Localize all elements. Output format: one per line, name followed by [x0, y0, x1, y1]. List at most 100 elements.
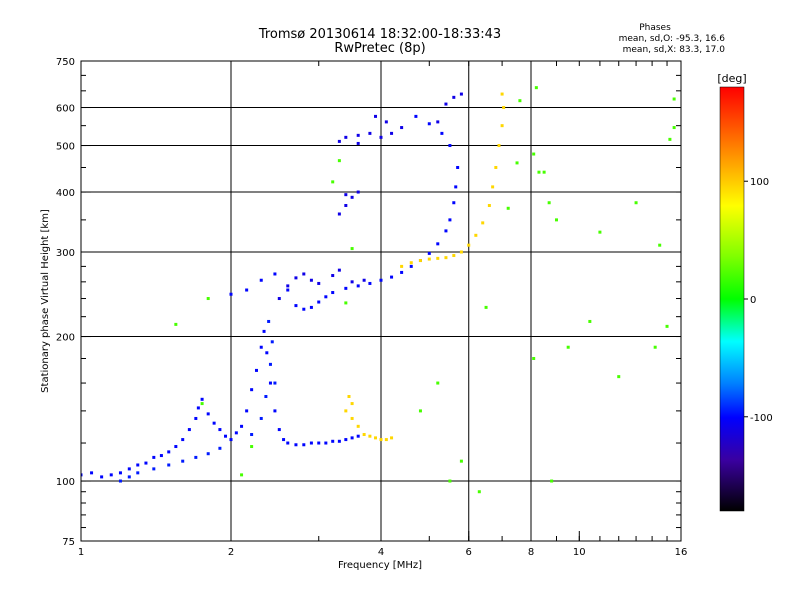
- echo-point: [440, 131, 444, 135]
- echo-point: [554, 218, 558, 222]
- echo-point: [409, 261, 413, 265]
- echo-point: [187, 428, 191, 432]
- echo-point: [259, 416, 263, 420]
- echo-point: [459, 250, 463, 254]
- chart-title-line1: Tromsø 20130614 18:32:00-18:33:43: [258, 27, 501, 42]
- echo-point: [265, 351, 269, 355]
- colorbar-label: [deg]: [717, 72, 746, 85]
- echo-point: [273, 272, 277, 276]
- echo-point: [174, 445, 178, 449]
- echo-point: [337, 159, 341, 163]
- echo-point: [444, 102, 448, 106]
- echo-point: [484, 305, 488, 309]
- echo-point: [356, 284, 360, 288]
- echo-point: [532, 356, 536, 360]
- echo-point: [506, 206, 510, 210]
- echo-point: [268, 381, 272, 385]
- echo-point: [337, 268, 341, 272]
- echo-point: [229, 438, 233, 442]
- echo-point: [448, 479, 452, 483]
- echo-point: [127, 475, 131, 479]
- echo-point: [302, 443, 306, 447]
- echo-point: [356, 424, 360, 428]
- echo-point: [362, 433, 366, 437]
- echo-point: [518, 99, 522, 103]
- echo-point: [331, 439, 335, 443]
- echo-point: [356, 190, 360, 194]
- echo-point: [286, 284, 290, 288]
- echo-point: [436, 120, 440, 124]
- echo-point: [181, 459, 185, 463]
- chart-title-line2: RwPretec (8p): [334, 41, 425, 56]
- echo-point: [481, 221, 485, 225]
- y-tick-label: 400: [56, 188, 75, 199]
- y-tick-label: 300: [56, 248, 75, 259]
- echo-point: [174, 322, 178, 326]
- echo-point: [245, 409, 249, 413]
- echo-point: [390, 436, 394, 440]
- echo-point: [218, 428, 222, 432]
- echo-point: [368, 434, 372, 438]
- echo-point: [100, 475, 104, 479]
- echo-point: [282, 438, 286, 442]
- echo-point: [200, 397, 204, 401]
- echo-point: [344, 438, 348, 442]
- echo-point: [324, 441, 328, 445]
- echo-point: [268, 362, 272, 366]
- echo-point: [118, 471, 122, 475]
- colorbar-tick-label: 0: [750, 295, 756, 306]
- echo-point: [588, 319, 592, 323]
- echo-point: [658, 243, 662, 247]
- echo-point: [390, 131, 394, 135]
- echo-point: [331, 274, 335, 278]
- echo-point: [444, 256, 448, 260]
- echo-point: [454, 185, 458, 189]
- echo-point: [250, 388, 254, 392]
- x-tick-label: 6: [466, 547, 472, 558]
- echo-point: [267, 319, 271, 323]
- x-tick-label: 1: [78, 547, 84, 558]
- x-tick-label: 16: [675, 547, 688, 558]
- x-tick-label: 8: [528, 547, 534, 558]
- echo-point: [196, 406, 200, 410]
- echo-point: [167, 463, 171, 467]
- echo-point: [324, 295, 328, 299]
- echo-point: [294, 443, 298, 447]
- echo-point: [500, 124, 504, 128]
- stats-line-o: mean, sd,O: -95.3, 16.6: [619, 34, 726, 44]
- echo-point: [634, 201, 638, 205]
- echo-point: [344, 301, 348, 305]
- y-tick-label: 75: [62, 537, 75, 548]
- echo-point: [337, 139, 341, 143]
- echo-point: [294, 276, 298, 280]
- echo-point: [474, 233, 478, 237]
- y-tick-label: 200: [56, 333, 75, 344]
- echo-point: [494, 165, 498, 169]
- echo-point: [400, 126, 404, 130]
- echo-point: [218, 446, 222, 450]
- echo-point: [534, 86, 538, 90]
- echo-point: [194, 455, 198, 459]
- echo-point: [212, 421, 216, 425]
- echo-point: [337, 439, 341, 443]
- echo-point: [224, 434, 228, 438]
- colorbar-ticks: 100 0 -100: [744, 177, 773, 424]
- grid-lines: [81, 61, 681, 541]
- x-axis-label: Frequency [MHz]: [338, 560, 422, 571]
- echo-point: [384, 438, 388, 442]
- echo-point: [427, 257, 431, 261]
- echo-point: [547, 201, 551, 205]
- echo-point: [167, 450, 171, 454]
- echo-point: [109, 473, 113, 477]
- stats-heading: Phases: [639, 23, 671, 33]
- y-tick-label: 750: [56, 57, 75, 68]
- y-axis-label: Stationary phase Virtual Height [km]: [40, 209, 51, 393]
- y-tick-label: 100: [56, 477, 75, 488]
- echo-point: [672, 126, 676, 130]
- echo-point: [532, 152, 536, 156]
- echo-point: [277, 297, 281, 301]
- echo-point: [374, 436, 378, 440]
- echo-point: [379, 438, 383, 442]
- echo-point: [206, 297, 210, 301]
